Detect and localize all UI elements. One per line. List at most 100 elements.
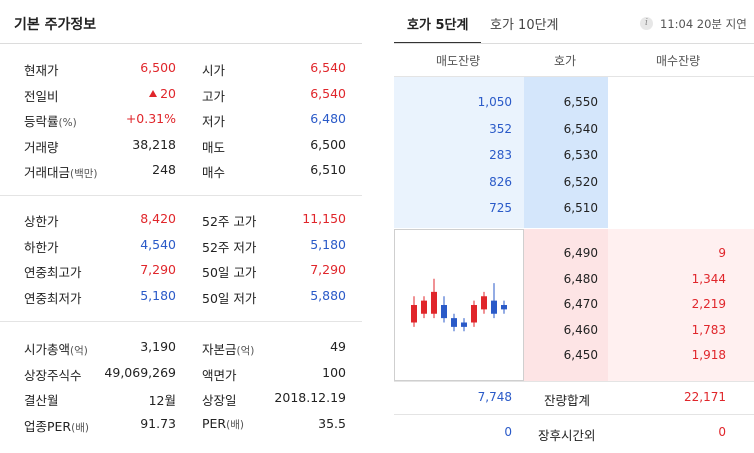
info-label: 하한가 <box>24 237 59 256</box>
tabs-divider <box>394 43 754 44</box>
ask-price[interactable]: 6,530 <box>563 148 598 162</box>
info-label: 상장주식수 <box>24 365 82 384</box>
bid-price[interactable]: 6,450 <box>563 348 598 362</box>
info-value-text: 8,420 <box>140 211 176 226</box>
bid-price-area <box>524 229 608 381</box>
info-value-2: 5,880 <box>310 287 346 303</box>
info-label: 시가총액(억) <box>24 339 88 358</box>
basic-stock-info-panel: 기본 주가정보 현재가 6,500 시가 6,540 전일비 20 고가 6,540 등락률(%… <box>0 0 362 453</box>
info-label-2-text: 52주 고가 <box>202 214 257 229</box>
info-label-unit: (백만) <box>70 168 98 180</box>
bid-qty[interactable]: 2,219 <box>691 297 726 311</box>
mini-chart-box <box>394 229 524 381</box>
info-label: 거래량 <box>24 137 59 156</box>
info-value: 20 <box>149 86 176 101</box>
info-row: 거래량 38,218 매도 6,500 <box>0 137 362 157</box>
ask-price[interactable]: 6,520 <box>563 174 598 189</box>
info-label: 현재가 <box>24 60 59 79</box>
info-label-2-text: 자본금 <box>202 342 237 357</box>
info-label-text: 상장주식수 <box>24 367 82 383</box>
info-label: 거래대금(백만) <box>24 162 98 181</box>
ask-qty[interactable]: 725 <box>489 201 512 215</box>
info-value-text: 38,218 <box>132 136 176 152</box>
ask-price[interactable]: 6,510 <box>563 201 598 215</box>
info-row: 시가총액(억) 3,190 자본금(억) 49 <box>0 339 362 359</box>
after-hours-divider <box>394 414 754 415</box>
info-label-2: 매수 <box>202 162 225 181</box>
bid-price[interactable]: 6,490 <box>563 246 598 260</box>
info-label-2: 저가 <box>202 111 225 130</box>
info-label: 연중최저가 <box>24 288 82 307</box>
bid-qty[interactable]: 1,783 <box>691 322 726 337</box>
candle-body <box>471 305 477 323</box>
info-label-2: 50일 저가 <box>202 288 256 307</box>
info-value-text: 248 <box>152 162 176 177</box>
bid-qty[interactable]: 1,344 <box>691 271 726 286</box>
header-divider <box>394 76 754 77</box>
info-label-text: 상한가 <box>24 214 59 229</box>
info-row: 현재가 6,500 시가 6,540 <box>0 60 362 80</box>
delay-time-label: 11:04 20분 지연 <box>660 17 747 31</box>
ask-qty[interactable]: 283 <box>489 148 512 162</box>
info-value-text: 6,500 <box>140 60 176 75</box>
info-row: 상장주식수 49,069,269 액면가 100 <box>0 365 362 385</box>
ask-qty[interactable]: 1,050 <box>477 95 512 109</box>
info-value: 91.73 <box>140 416 176 431</box>
info-label: 업종PER(배) <box>24 416 89 435</box>
info-label-2-text: 상장일 <box>202 393 237 408</box>
info-value-text: 20 <box>160 85 176 101</box>
candle-body <box>501 305 507 310</box>
ask-qty[interactable]: 826 <box>489 174 512 189</box>
tab-5-levels[interactable]: 호가 5단계 <box>393 14 482 44</box>
info-value: 12월 <box>149 390 176 409</box>
total-divider <box>394 381 754 382</box>
info-value: 248 <box>152 162 176 177</box>
ask-price[interactable]: 6,540 <box>563 121 598 136</box>
info-row: 거래대금(백만) 248 매수 6,510 <box>0 162 362 182</box>
info-label-2-text: 고가 <box>202 88 226 104</box>
candle-body <box>421 300 427 314</box>
bid-qty[interactable]: 1,918 <box>691 348 726 362</box>
info-value-2: 100 <box>322 364 346 380</box>
info-label-2-text: 저가 <box>202 114 226 129</box>
info-label-unit: (%) <box>58 117 77 129</box>
info-label-2: 상장일 <box>202 390 237 409</box>
info-value-2: 6,480 <box>310 111 346 126</box>
tab-10-levels[interactable]: 호가 10단계 <box>490 18 559 33</box>
info-label-text: 시가총액 <box>24 342 71 357</box>
info-label-text: 연중최저가 <box>24 290 82 306</box>
bid-price[interactable]: 6,460 <box>563 322 598 337</box>
info-label-2: 52주 저가 <box>202 237 256 256</box>
info-label-2-text: 50일 고가 <box>202 265 257 280</box>
bid-price[interactable]: 6,470 <box>563 297 598 311</box>
info-label: 연중최고가 <box>24 262 82 281</box>
candle-body <box>461 322 467 327</box>
bid-price[interactable]: 6,480 <box>563 271 598 286</box>
info-row: 연중최고가 7,290 50일 고가 7,290 <box>0 262 362 282</box>
info-value: 5,180 <box>140 288 176 303</box>
info-value: 8,420 <box>140 211 176 226</box>
info-row: 하한가 4,540 52주 저가 5,180 <box>0 237 362 257</box>
info-value-2: 6,500 <box>310 136 346 152</box>
bid-area <box>608 229 754 381</box>
info-label-2: 시가 <box>202 60 225 79</box>
bid-qty[interactable]: 9 <box>718 246 726 260</box>
info-label-unit: (억) <box>70 345 88 357</box>
info-label-2: 매도 <box>202 137 225 156</box>
info-value-2: 11,150 <box>302 211 346 226</box>
total-label: 잔량합계 <box>544 393 591 408</box>
after-hours-ask-qty: 0 <box>504 425 512 439</box>
info-row: 상한가 8,420 52주 고가 11,150 <box>0 211 362 231</box>
ask-qty[interactable]: 352 <box>489 121 512 136</box>
info-value-text: +0.31% <box>125 111 176 126</box>
info-icon[interactable]: i <box>640 17 653 30</box>
mini-candlestick-chart <box>411 278 507 332</box>
info-value: 49,069,269 <box>104 365 176 380</box>
info-label-2: 50일 고가 <box>202 262 256 281</box>
info-label-2: 자본금(억) <box>202 339 254 358</box>
info-value-2: 6,540 <box>310 60 346 75</box>
info-value: 38,218 <box>132 137 176 152</box>
ask-price[interactable]: 6,550 <box>563 95 598 109</box>
candle-body <box>451 318 457 327</box>
info-value-2: 5,180 <box>310 236 346 252</box>
